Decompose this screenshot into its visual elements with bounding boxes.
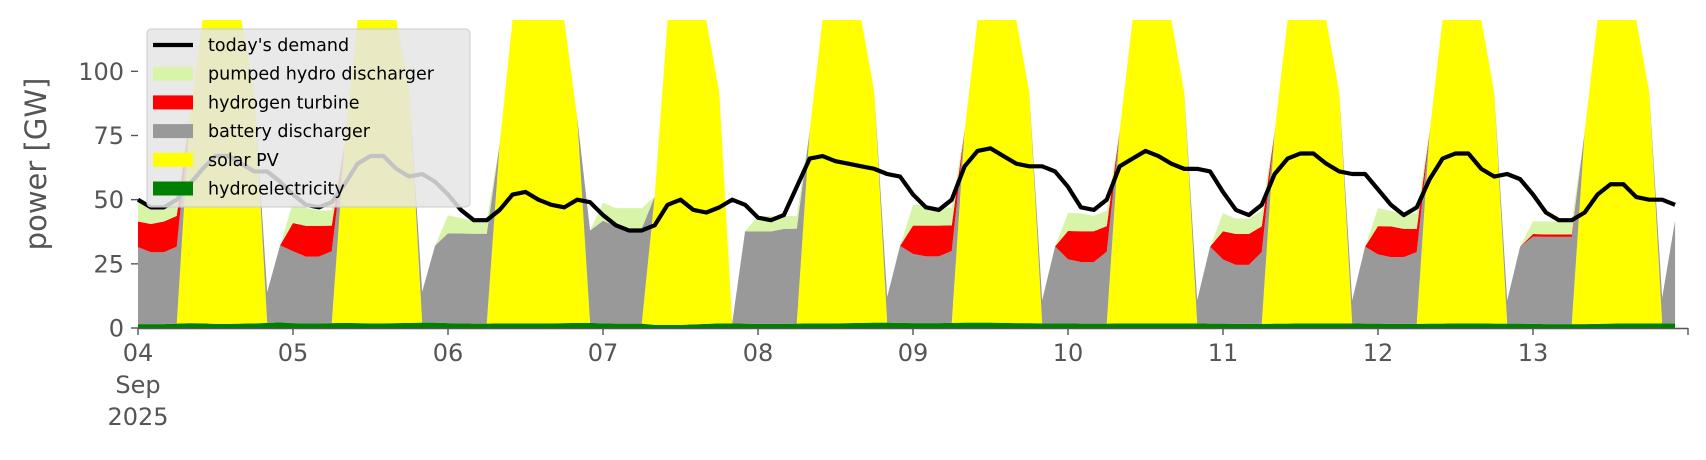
legend-label-hydrogen-turbine: hydrogen turbine [208,93,360,113]
legend-box [146,28,471,208]
y-tick-label-100: 100 [78,58,124,86]
legend-swatch-battery-discharger [153,124,193,139]
legend-swatch-hydrogen-turbine [153,95,193,110]
x-tick-label-2025-09-08-0: 08 [743,339,774,367]
x-tick-label-2025-09-13-0: 13 [1518,339,1549,367]
x-tick-label-2025-09-09-0: 09 [898,339,929,367]
legend-label-pumped-hydro-discharger: pumped hydro discharger [208,65,435,85]
x-tick-label-2025-09-04-0: 04 [123,339,154,367]
x-tick-label-2025-09-10-0: 10 [1053,339,1084,367]
legend-swatch-hydroelectricity [153,181,193,196]
x-tick-label-2025-09-04-1: Sep [115,371,160,399]
area-battery-discharger [138,20,1676,325]
x-tick-label-2025-09-12-0: 12 [1363,339,1394,367]
legend-swatch-solar-pv [153,152,193,167]
y-axis-title: power [GW] [19,78,53,251]
legend-swatch-pumped-hydro-discharger [153,66,193,81]
legend-label-solar-pv: solar PV [208,151,279,171]
stacked-areas [138,20,1676,328]
y-tick-label-50: 50 [93,186,124,214]
y-tick-label-0: 0 [109,315,124,343]
x-tick-label-2025-09-06-0: 06 [433,339,464,367]
x-tick-label-2025-09-04-2: 2025 [107,403,168,431]
x-tick-label-2025-09-11-0: 11 [1208,339,1239,367]
legend-label-today-s-demand: today's demand [208,36,349,56]
legend-label-battery-discharger: battery discharger [208,122,371,142]
legend: today's demand pumped hydro discharger hyd… [146,28,471,208]
area-hydroelectricity [138,322,1676,328]
y-tick-label-25: 25 [93,250,124,278]
axes: power [GW] 0 25 50 75 100 04 Sep 2025 05 06 07 08 09… [19,58,1689,431]
y-tick-label-75: 75 [93,122,124,150]
area-solar-pv [138,20,1676,325]
x-tick-label-2025-09-07-0: 07 [588,339,619,367]
legend-label-hydroelectricity: hydroelectricity [208,180,345,200]
x-tick-label-2025-09-05-0: 05 [278,339,309,367]
